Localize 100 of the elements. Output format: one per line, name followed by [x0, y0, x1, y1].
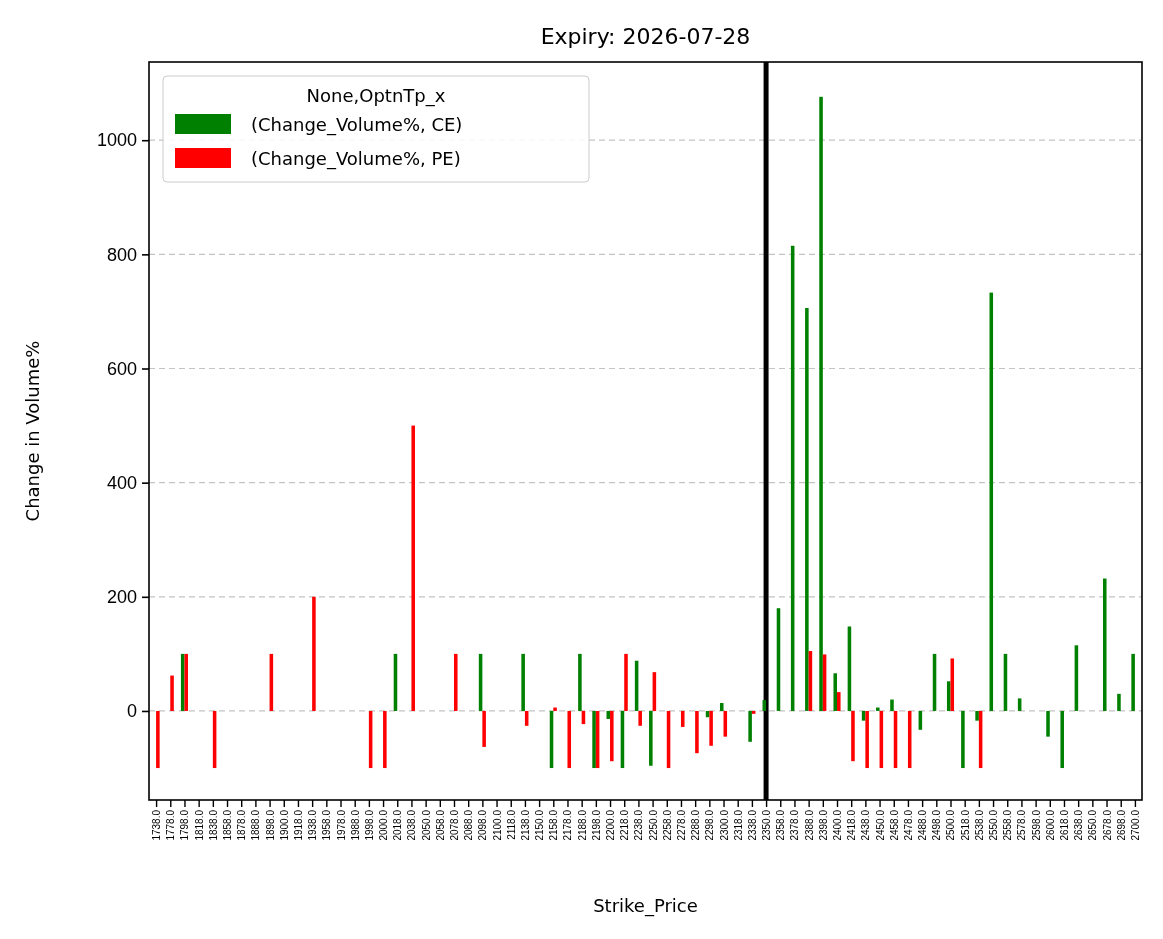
x-tick-label: 2558.0 [1002, 809, 1014, 841]
x-tick-label: 1900.0 [278, 809, 290, 841]
y-axis-title: Change in Volume% [22, 340, 43, 522]
bar [876, 707, 880, 711]
x-tick-label: 1798.0 [179, 809, 191, 841]
x-tick-label: 2400.0 [832, 809, 844, 841]
x-tick-label: 2638.0 [1073, 809, 1085, 841]
bar [553, 707, 557, 711]
x-tick-label: 2458.0 [888, 809, 900, 841]
x-tick-label: 2138.0 [519, 809, 531, 841]
x-tick-label: 2398.0 [817, 809, 829, 841]
x-tick-label: 1738.0 [151, 809, 163, 841]
bar [680, 710, 685, 727]
bar [805, 308, 809, 711]
bar [638, 710, 642, 726]
bar [184, 653, 189, 711]
x-tick-label: 2178.0 [562, 809, 574, 841]
x-tick-label: 2218.0 [619, 809, 631, 841]
y-tick-label: 800 [106, 244, 137, 265]
bar [1060, 710, 1064, 769]
bar [837, 692, 841, 711]
x-tick-label: 2388.0 [803, 809, 815, 841]
bar [719, 702, 724, 711]
bar [170, 675, 174, 711]
bar [709, 710, 713, 746]
x-tick-label: 1988.0 [349, 809, 361, 841]
x-tick-label: 2018.0 [392, 809, 404, 841]
x-tick-label: 2438.0 [860, 809, 872, 841]
bar [482, 710, 486, 747]
x-tick-label: 2118.0 [505, 809, 517, 840]
x-tick-label: 1918.0 [292, 809, 304, 841]
bar [890, 699, 894, 711]
x-tick-label: 1858.0 [222, 809, 234, 841]
y-tick-label: 600 [106, 358, 137, 379]
x-tick-label: 2238.0 [633, 809, 645, 841]
bar [312, 596, 316, 711]
x-axis-title: Strike_Price [593, 895, 698, 917]
bar [624, 653, 628, 711]
x-tick-label: 2150.0 [534, 809, 546, 841]
bar [578, 653, 582, 711]
x-tick-label: 2598.0 [1030, 809, 1042, 841]
bar [961, 710, 965, 769]
x-tick-label: 2350.0 [761, 809, 773, 841]
bar [695, 710, 699, 754]
x-tick-label: 2078.0 [448, 809, 460, 841]
bar [751, 710, 756, 714]
bar [1102, 578, 1107, 711]
x-tick-label: 2488.0 [917, 809, 929, 841]
x-tick-label: 1978.0 [335, 809, 347, 841]
legend-title: None,OptnTp_x [306, 85, 446, 107]
x-tick-label: 2538.0 [973, 809, 985, 841]
x-tick-label: 2698.0 [1115, 809, 1127, 841]
bar [453, 653, 458, 711]
bar [606, 710, 611, 719]
x-tick-label: 2318.0 [732, 809, 744, 841]
bar [865, 710, 869, 769]
x-tick-label: 2098.0 [477, 809, 489, 841]
x-tick-label: 2358.0 [775, 809, 787, 841]
x-tick-label: 2578.0 [1016, 809, 1028, 841]
x-tick-label: 1878.0 [236, 809, 248, 841]
x-tick-label: 2678.0 [1101, 809, 1113, 841]
x-tick-label: 1778.0 [165, 809, 177, 841]
x-tick-label: 2700.0 [1129, 809, 1141, 841]
x-tick-label: 2058.0 [434, 809, 446, 841]
x-tick-label: 2338.0 [746, 809, 758, 841]
x-tick-label: 2200.0 [605, 809, 617, 841]
x-tick-label: 2518.0 [959, 809, 971, 841]
chart-title: Expiry: 2026-07-28 [540, 24, 751, 49]
x-tick-label: 2500.0 [945, 809, 957, 841]
bar [649, 710, 653, 766]
x-tick-label: 2278.0 [675, 809, 687, 841]
legend-label: (Change_Volume%, CE) [251, 114, 463, 136]
x-tick-label: 2158.0 [548, 809, 560, 841]
bar [383, 710, 387, 769]
bar [521, 653, 525, 711]
bar [819, 96, 823, 711]
x-tick-label: 2498.0 [931, 809, 943, 841]
y-tick-label: 400 [106, 472, 137, 493]
x-tick-label: 2618.0 [1058, 809, 1070, 841]
y-tick-label: 200 [106, 587, 137, 608]
y-tick-label: 1000 [96, 130, 137, 151]
x-tick-label: 1898.0 [264, 809, 276, 841]
x-tick-label: 2088.0 [463, 809, 475, 841]
bar [1117, 693, 1121, 711]
x-tick-label: 2038.0 [406, 809, 418, 841]
bar [748, 710, 752, 742]
x-tick-label: 2298.0 [704, 809, 716, 841]
x-tick-label: 2600.0 [1044, 809, 1056, 841]
x-tick-label: 1838.0 [207, 809, 219, 841]
bar [567, 710, 572, 769]
x-tick-label: 2450.0 [874, 809, 886, 841]
x-tick-label: 1818.0 [193, 809, 205, 841]
x-tick-label: 2550.0 [988, 809, 1000, 841]
bar [610, 710, 614, 762]
x-tick-label: 1888.0 [250, 809, 262, 841]
x-tick-label: 1958.0 [321, 809, 333, 841]
x-tick-label: 2478.0 [902, 809, 914, 841]
x-tick-label: 2418.0 [846, 809, 858, 841]
x-tick-label: 2300.0 [718, 809, 730, 841]
x-tick-label: 2378.0 [789, 809, 801, 841]
